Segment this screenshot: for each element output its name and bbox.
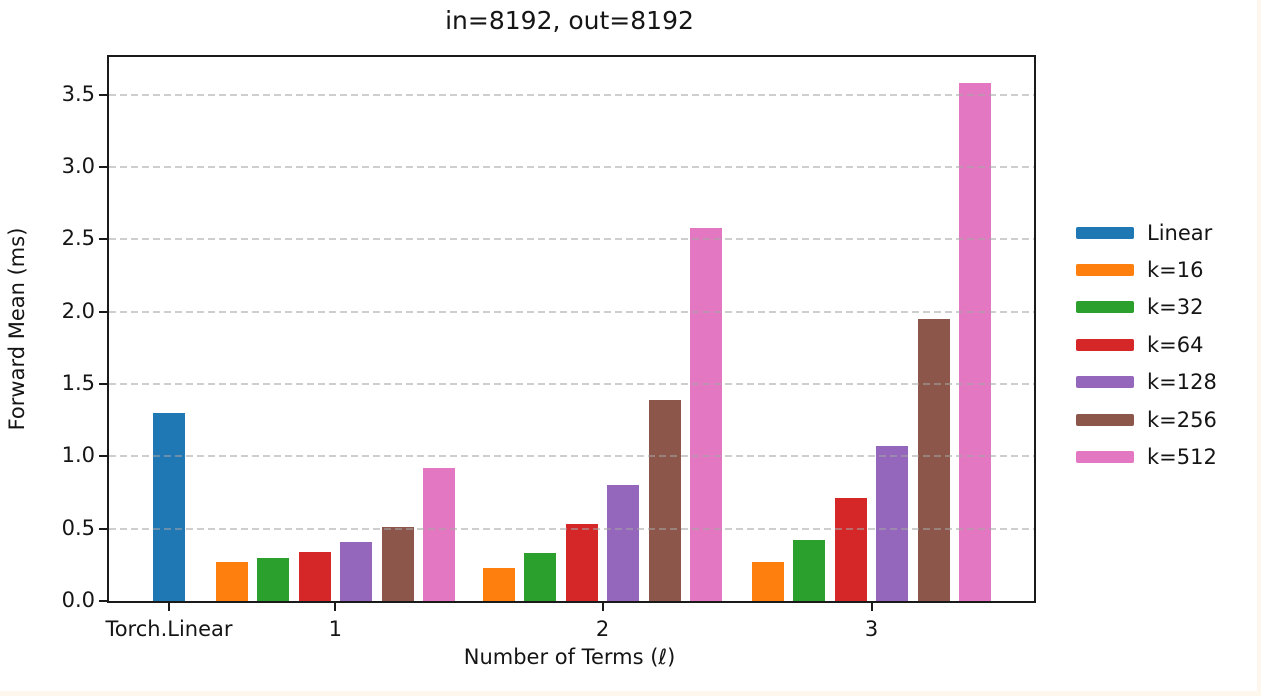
- y-tick-label: 1.5: [61, 370, 95, 395]
- y-tick-label: 0.5: [61, 515, 95, 540]
- bar-k64-2: [565, 524, 598, 601]
- x-tick-mark: [334, 603, 337, 611]
- legend-label: k=32: [1147, 295, 1204, 320]
- legend-item-k512: k=512: [1076, 438, 1217, 475]
- bar-k32-3: [793, 540, 826, 601]
- gridline-y-3.5: [109, 93, 1034, 96]
- bar-k16-3: [751, 562, 784, 601]
- x-axis-label: Number of Terms (ℓ): [463, 645, 676, 669]
- x-tick-mark: [870, 603, 873, 611]
- legend-item-Linear: Linear: [1076, 214, 1217, 251]
- bar-k256-2: [648, 400, 681, 601]
- legend-label: k=16: [1147, 258, 1204, 283]
- x-tick-mark: [168, 603, 170, 611]
- bar-k16-2: [482, 568, 515, 601]
- bar-Linear-TorchLinear: [153, 413, 185, 601]
- gridline-y-2.5: [109, 238, 1034, 241]
- y-tick-mark: [99, 165, 107, 168]
- gridline-y-3: [109, 165, 1034, 168]
- bar-k128-2: [607, 485, 640, 601]
- gridline-y-1: [109, 455, 1034, 458]
- y-tick-label: 2.5: [61, 226, 95, 251]
- y-tick-mark: [99, 93, 107, 96]
- bar-k32-2: [524, 553, 557, 601]
- y-tick-mark: [99, 527, 107, 530]
- legend-swatch-icon: [1076, 301, 1134, 314]
- gridline-y-0.5: [109, 527, 1034, 530]
- legend-item-k128: k=128: [1076, 364, 1217, 401]
- legend-swatch-icon: [1076, 338, 1134, 351]
- y-tick-label: 2.0: [61, 298, 95, 323]
- x-tick-label-2: 2: [595, 617, 610, 641]
- bar-k512-2: [690, 228, 723, 601]
- x-tick-label-0: Torch.Linear: [105, 617, 233, 641]
- y-tick-mark: [99, 238, 107, 241]
- bar-k512-1: [423, 468, 456, 601]
- bar-k512-3: [959, 83, 992, 601]
- legend-swatch-icon: [1076, 376, 1134, 389]
- y-tick-mark: [99, 382, 107, 385]
- legend-label: k=512: [1147, 445, 1217, 470]
- plot-area: 0.0 0.5 1.0 1.5 2.0 2.5 3.0 3.5 Torch.Linear 1 2 3: [62, 55, 1036, 641]
- legend-label: k=256: [1147, 407, 1217, 432]
- y-tick-mark: [99, 455, 107, 458]
- x-tick-label-1: 1: [328, 617, 342, 641]
- bar-k32-1: [257, 558, 290, 601]
- bar-k128-1: [340, 542, 373, 601]
- legend-swatch-icon: [1076, 451, 1134, 464]
- y-tick-label: 3.5: [61, 81, 95, 106]
- bar-k64-3: [834, 498, 867, 601]
- legend-swatch-icon: [1076, 226, 1134, 239]
- x-tick-label-3: 3: [864, 617, 879, 641]
- legend-label: Linear: [1147, 220, 1213, 245]
- gridline-y-2: [109, 310, 1034, 313]
- legend: Linear k=16 k=32 k=64 k=128 k=256 k=512: [1076, 214, 1217, 476]
- legend-item-k64: k=64: [1076, 326, 1217, 363]
- legend-swatch-icon: [1076, 413, 1134, 426]
- legend-item-k16: k=16: [1076, 251, 1217, 288]
- gridline-y-1.5: [109, 382, 1034, 385]
- bar-k256-1: [381, 527, 414, 601]
- bar-k128-3: [876, 446, 909, 601]
- legend-label: k=64: [1147, 332, 1204, 357]
- y-tick-label: 3.0: [61, 153, 95, 178]
- chart-title: in=8192, out=8192: [445, 6, 694, 35]
- x-tick-mark: [601, 603, 604, 611]
- y-axis-label: Forward Mean (ms): [5, 227, 29, 431]
- bar-k16-1: [215, 562, 248, 601]
- y-tick-label: 1.0: [61, 443, 95, 468]
- bar-k64-1: [298, 552, 331, 601]
- y-tick-label: 0.0: [61, 588, 95, 612]
- y-tick-mark: [99, 600, 107, 602]
- legend-swatch-icon: [1076, 264, 1134, 277]
- legend-label: k=128: [1147, 370, 1217, 395]
- legend-item-k32: k=32: [1076, 289, 1217, 326]
- legend-item-k256: k=256: [1076, 401, 1217, 438]
- bar-k256-3: [917, 319, 950, 601]
- y-tick-mark: [99, 310, 107, 313]
